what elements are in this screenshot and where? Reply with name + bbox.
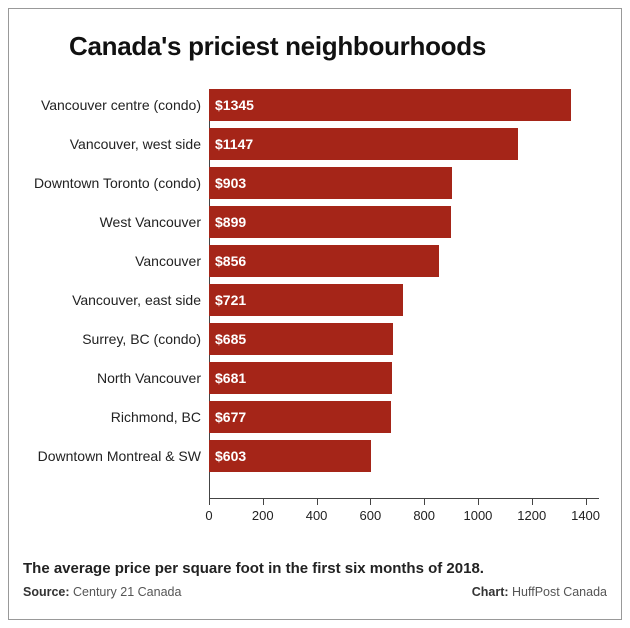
bar-value-label: $677 (215, 401, 246, 433)
bar (209, 128, 518, 160)
bar (209, 89, 571, 121)
x-tick (209, 499, 210, 505)
bar-value-label: $903 (215, 167, 246, 199)
x-tick-label: 0 (205, 508, 212, 523)
category-label: Downtown Toronto (condo) (11, 167, 201, 199)
source-label: Source: (23, 585, 70, 599)
category-label: North Vancouver (11, 362, 201, 394)
credit-value: HuffPost Canada (512, 585, 607, 599)
chart-frame: Canada's priciest neighbourhoods 0200400… (8, 8, 622, 620)
x-tick-label: 1000 (463, 508, 492, 523)
x-tick-label: 400 (306, 508, 328, 523)
credit-label: Chart: (472, 585, 509, 599)
bar-value-label: $856 (215, 245, 246, 277)
category-label: Richmond, BC (11, 401, 201, 433)
x-tick-label: 1200 (517, 508, 546, 523)
chart-title: Canada's priciest neighbourhoods (69, 31, 486, 62)
x-tick (263, 499, 264, 505)
plot-area: 0200400600800100012001400$1345Vancouver … (209, 89, 599, 499)
x-tick-label: 600 (360, 508, 382, 523)
x-tick (424, 499, 425, 505)
bar-value-label: $603 (215, 440, 246, 472)
source-value: Century 21 Canada (73, 585, 181, 599)
x-tick-label: 200 (252, 508, 274, 523)
x-axis-line (209, 498, 599, 499)
x-tick-label: 800 (413, 508, 435, 523)
category-label: Downtown Montreal & SW (11, 440, 201, 472)
category-label: Surrey, BC (condo) (11, 323, 201, 355)
x-tick-label: 1400 (571, 508, 600, 523)
bar-value-label: $899 (215, 206, 246, 238)
x-tick (478, 499, 479, 505)
source-line: Source: Century 21 Canada (23, 585, 181, 599)
category-label: Vancouver, west side (11, 128, 201, 160)
x-tick (532, 499, 533, 505)
category-label: Vancouver (11, 245, 201, 277)
bar-value-label: $721 (215, 284, 246, 316)
x-tick (370, 499, 371, 505)
chart-subtitle: The average price per square foot in the… (23, 560, 484, 577)
category-label: Vancouver, east side (11, 284, 201, 316)
credit-line: Chart: HuffPost Canada (472, 585, 607, 599)
category-label: Vancouver centre (condo) (11, 89, 201, 121)
bar-value-label: $681 (215, 362, 246, 394)
bar-value-label: $1345 (215, 89, 254, 121)
category-label: West Vancouver (11, 206, 201, 238)
x-tick (317, 499, 318, 505)
bar-value-label: $1147 (215, 128, 253, 160)
x-tick (586, 499, 587, 505)
bar-value-label: $685 (215, 323, 246, 355)
